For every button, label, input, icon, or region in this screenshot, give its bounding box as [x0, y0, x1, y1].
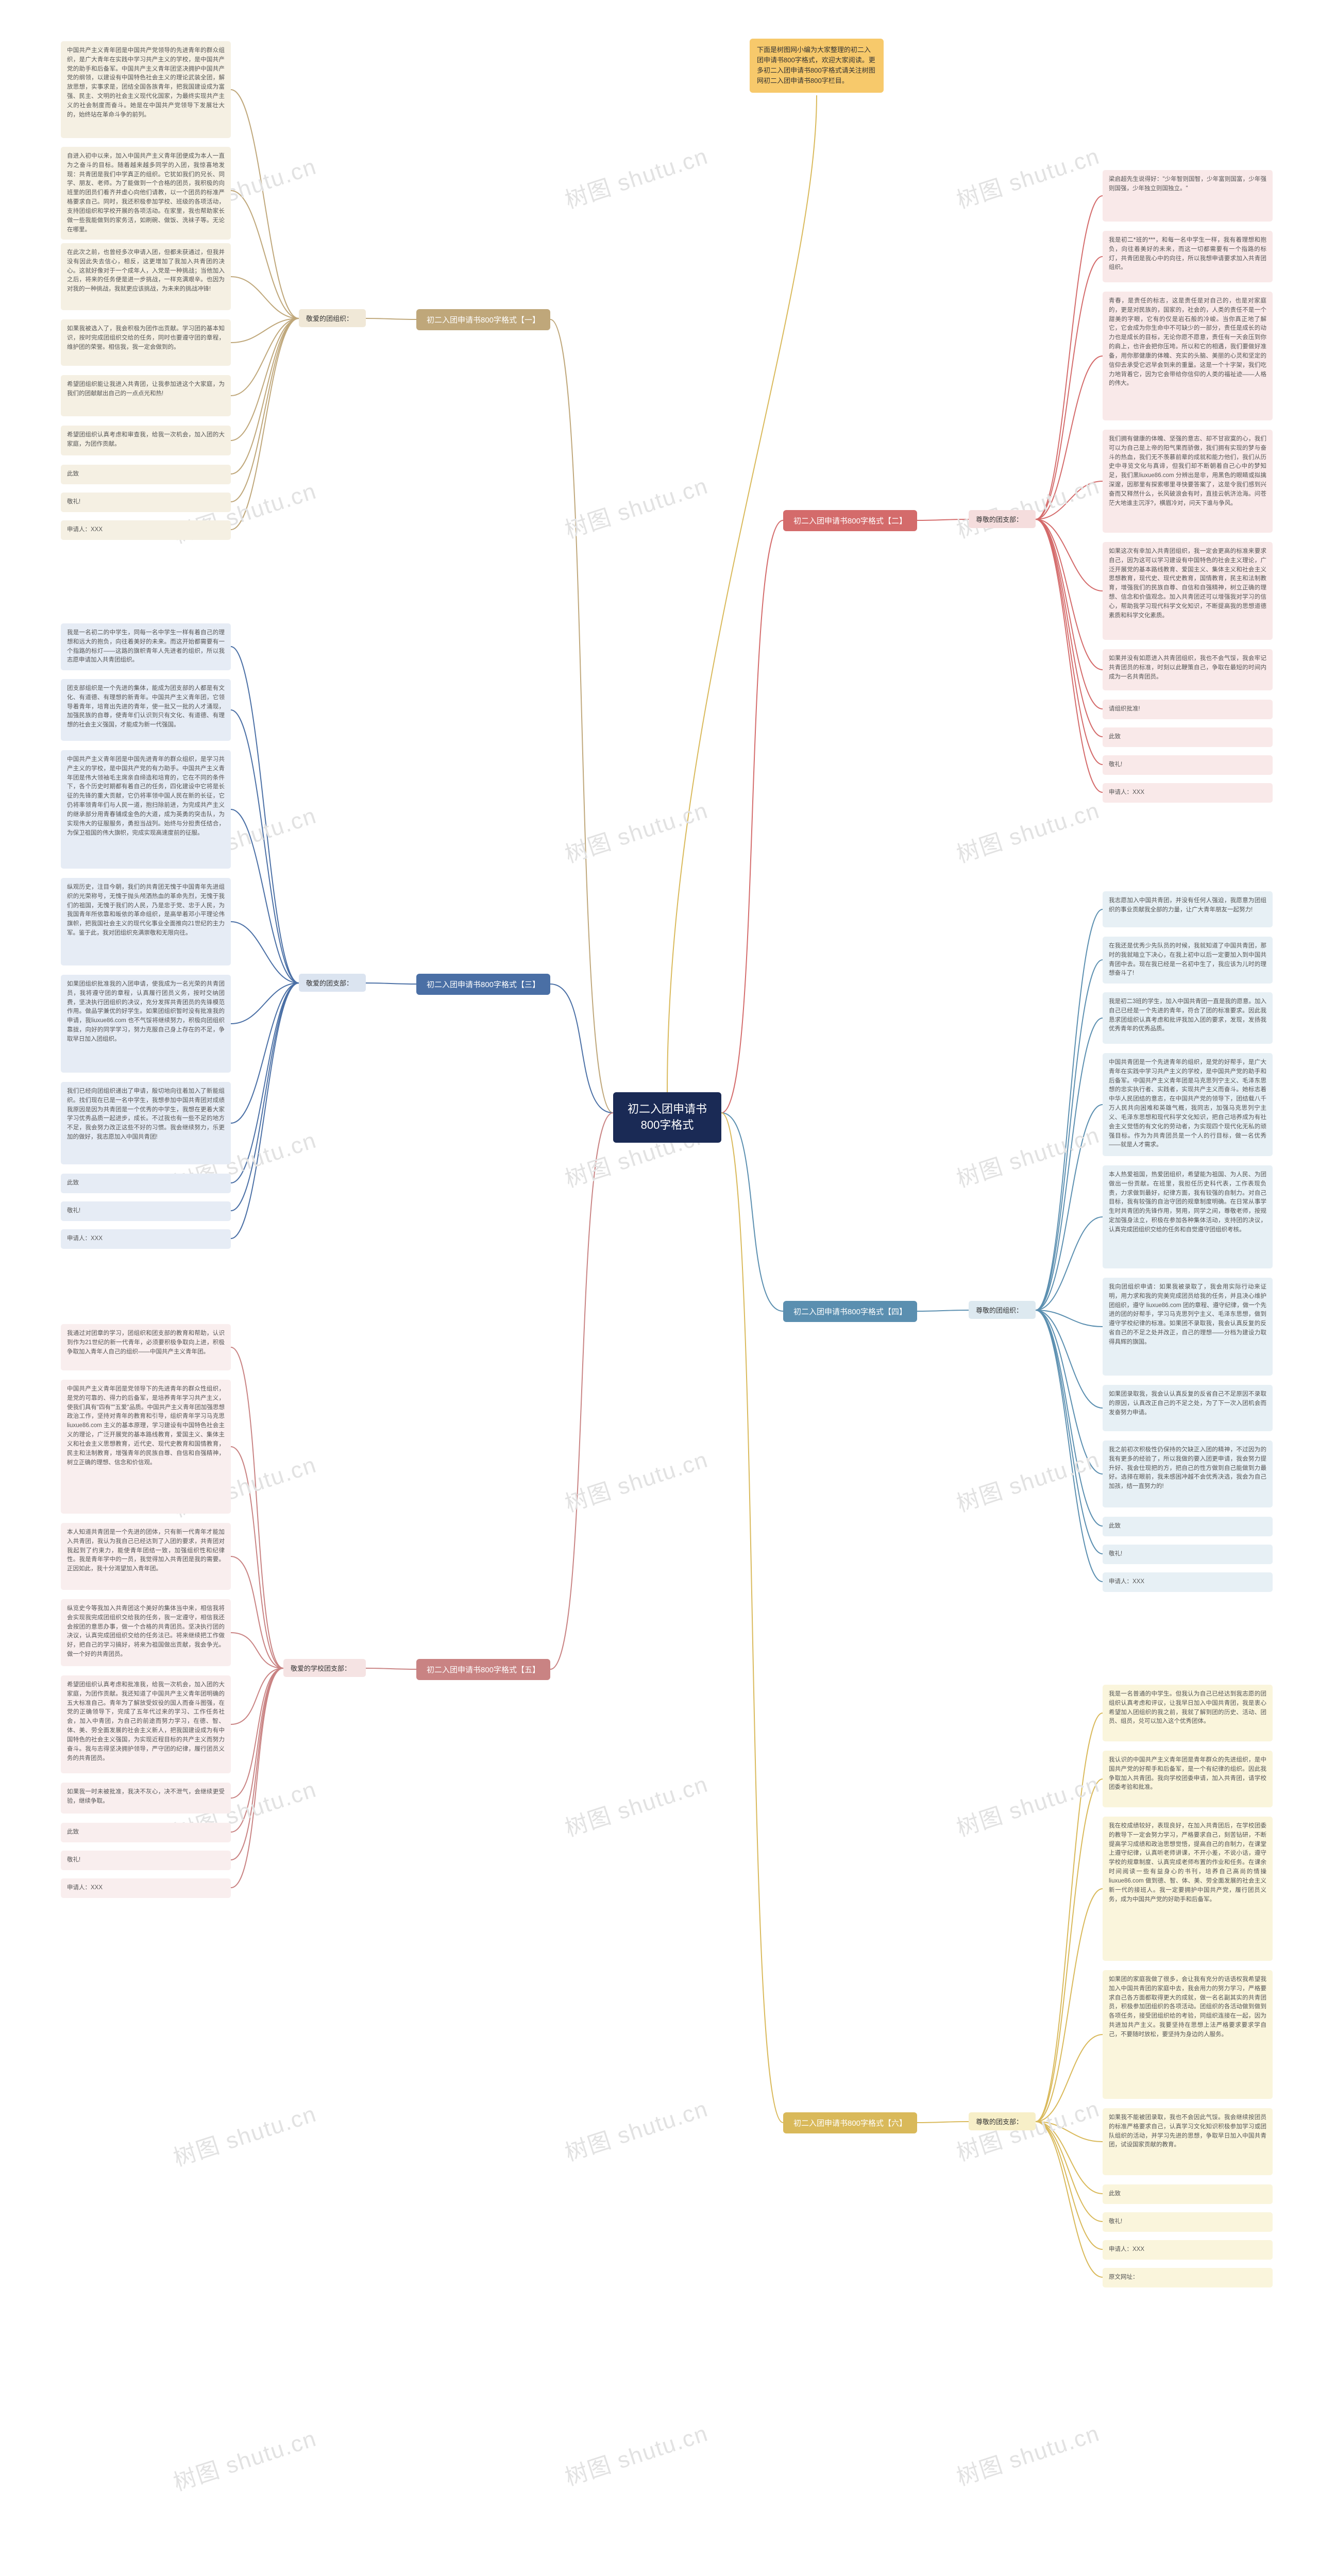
watermark: 树图 shutu.cn — [952, 1441, 1103, 1518]
address-node-2: 尊敬的团支部： — [969, 510, 1036, 528]
leaf-node-4-5: 我向团组织申请：如果我被录取了，我会用实际行动来证明，用力求和我的完美完成团员给… — [1103, 1278, 1273, 1376]
leaf-node-2-8: 敬礼! — [1103, 755, 1273, 775]
leaf-node-4-10: 申请人：XXX — [1103, 1572, 1273, 1592]
leaf-node-2-7: 此致 — [1103, 727, 1273, 747]
leaf-node-5-0: 我通过对团章的学习，团组织和团支部的教育和帮助，认识到作为21世纪的新一代青年，… — [61, 1324, 231, 1370]
branch-node-3[interactable]: 初二入团申请书800字格式【三】 — [416, 974, 550, 995]
watermark: 树图 shutu.cn — [560, 467, 712, 545]
address-node-6: 尊敬的团支部： — [969, 2112, 1036, 2130]
leaf-node-4-9: 敬礼! — [1103, 1545, 1273, 1564]
root-node[interactable]: 初二入团申请书800字格式 — [613, 1092, 721, 1143]
leaf-node-4-3: 中国共青团是一个先进青年的组织，是党的好帮手，是广大青年在实践中学习共产主义的学… — [1103, 1053, 1273, 1156]
leaf-node-1-4: 希望团组织能让我进入共青团，让我参加进这个大家庭，为我们的团献献出自己的一点点光… — [61, 375, 231, 416]
address-node-4: 尊敬的团组织： — [969, 1301, 1036, 1319]
leaf-node-2-3: 我们拥有健康的体魄、坚强的意志、却不甘寂寞的心，我们可以为自己是上帝的阳气果而骄… — [1103, 430, 1273, 533]
watermark: 树图 shutu.cn — [560, 138, 712, 215]
leaf-node-2-1: 我是初二*班的***，和每一名中学生一样，我有着理想和抱负，向往着美好的未来，而… — [1103, 231, 1273, 282]
leaf-node-3-3: 纵观历史，注目今朝，我们的共青团无愧于中国青年先进组织的光荣称号，无愧于抛头颅洒… — [61, 878, 231, 965]
watermark: 树图 shutu.cn — [560, 1441, 712, 1518]
leaf-node-4-0: 我志愿加入中国共青团，并没有任何人强迫，我愿意为团组织的事业贡献我全部的力量，让… — [1103, 891, 1273, 927]
leaf-node-5-3: 纵览史今等我加入共青团这个美好的集体当中来，相信我将会实现我完成团组织交给我的任… — [61, 1599, 231, 1666]
leaf-node-6-0: 我是一名普通的中学生。但我认为自己已经达到我志愿的团组织认真考虑和评议，让我早日… — [1103, 1685, 1273, 1741]
leaf-node-3-2: 中国共产主义青年团是中国先进青年的群众组织，是学习共产主义的学校，是中国共产党的… — [61, 750, 231, 869]
leaf-node-1-5: 希望团组织认真考虑和审查我，给我一次机会，加入团的大家庭，为团作贡献。 — [61, 426, 231, 455]
leaf-node-6-4: 如果我不能被团录取，我也不会因此气馁。我会继续按团员的标准严格要求自己，认真学习… — [1103, 2108, 1273, 2175]
address-node-3: 敬爱的团支部： — [299, 974, 366, 992]
leaf-node-5-1: 中国共产主义青年团是党领导下的先进青年的群众性组织，是党的可靠的、得力的后备军，… — [61, 1380, 231, 1514]
watermark: 树图 shutu.cn — [952, 467, 1103, 545]
leaf-node-6-6: 敬礼! — [1103, 2212, 1273, 2232]
leaf-node-4-4: 本人热爱祖国，热爱团组织，希望能为祖国、为人民、为团做出一份贡献。在班里，我担任… — [1103, 1165, 1273, 1268]
branch-node-6[interactable]: 初二入团申请书800字格式【六】 — [783, 2112, 917, 2133]
leaf-node-4-2: 我是初二3班的学生，加入中国共青团一直是我的愿意。加入自己已经是一个先进的青年，… — [1103, 992, 1273, 1044]
leaf-node-5-8: 申请人：XXX — [61, 1878, 231, 1898]
address-node-5: 敬爱的学校团支部： — [283, 1659, 366, 1677]
branch-node-4[interactable]: 初二入团申请书800字格式【四】 — [783, 1301, 917, 1322]
leaf-node-3-0: 我是一名初二的中学生，同每一名中学生一样有着自己的理想和远大的抱负，向往着美好的… — [61, 623, 231, 670]
leaf-node-1-2: 在此次之前，也曾经多次申请入团，但都未获通过，但我并没有因此失去信心，相反，这更… — [61, 243, 231, 310]
leaf-node-1-3: 如果我被选入了，我会积极为团作出贡献。学习团的基本知识，按时完成团组织交给的任务… — [61, 319, 231, 366]
watermark: 树图 shutu.cn — [952, 1766, 1103, 1843]
leaf-node-5-5: 如果我一时未被批准，我决不灰心，决不泄气，会继续更受验，继续争取。 — [61, 1783, 231, 1814]
leaf-node-2-5: 如果并没有如愿进入共青团组织，我也不会气馁，我会牢记共青团员的标准，时刻以此鞭策… — [1103, 649, 1273, 690]
leaf-node-3-6: 此致 — [61, 1174, 231, 1193]
leaf-node-1-1: 自进入初中以来，加入中国共产主义青年团便成为本人一直为之奋斗的目标。随着越来越多… — [61, 147, 231, 240]
leaf-node-1-0: 中国共产主义青年团是中国共产党领导的先进青年的群众组织，是广大青年在实践中学习共… — [61, 41, 231, 138]
watermark: 树图 shutu.cn — [952, 792, 1103, 869]
leaf-node-4-6: 如果团录取我，我会认认真反复的反省自己不足原因不录取的原因，认真改正自己的不足之… — [1103, 1385, 1273, 1431]
leaf-node-3-5: 我们已经向团组织递出了申请，殷切地向往着加入了新能组织。找们现在已是一名中学生，… — [61, 1082, 231, 1164]
leaf-node-2-0: 梁启超先生说得好："少年智则国智，少年富则国富，少年强则国强，少年独立则国独立。… — [1103, 170, 1273, 222]
leaf-node-1-6: 此致 — [61, 465, 231, 484]
leaf-node-6-5: 此致 — [1103, 2184, 1273, 2204]
intro-node: 下面是树图网小编为大家整理的初二入团申请书800字格式，欢迎大家阅读。更多初二入… — [750, 39, 884, 93]
leaf-node-3-4: 如果团组织批准我的入团申请，使我成为一名光荣的共青团员，我将遵守团的章程，认真履… — [61, 975, 231, 1073]
leaf-node-3-8: 申请人：XXX — [61, 1229, 231, 1249]
leaf-node-1-7: 敬礼! — [61, 493, 231, 512]
branch-node-2[interactable]: 初二入团申请书800字格式【二】 — [783, 510, 917, 531]
branch-node-5[interactable]: 初二入团申请书800字格式【五】 — [416, 1659, 550, 1680]
leaf-node-6-8: 原文网址： — [1103, 2268, 1273, 2287]
branch-node-1[interactable]: 初二入团申请书800字格式【一】 — [416, 309, 550, 330]
leaf-node-6-1: 我认识的中国共产主义青年团是青年群众的先进组织，是中国共产党的好帮手和后备军，是… — [1103, 1751, 1273, 1807]
leaf-node-5-7: 敬礼! — [61, 1851, 231, 1870]
leaf-node-2-2: 青春，是责任的标志，这是责任是对自己的，也是对家庭的，更是对民族的，国家的，社会… — [1103, 292, 1273, 420]
watermark: 树图 shutu.cn — [952, 2415, 1103, 2492]
watermark: 树图 shutu.cn — [952, 1116, 1103, 1194]
leaf-node-4-7: 我之前初次积极性仍保持的欠缺正入团的精神，不过因为的我有更多的经验了，所以我做的… — [1103, 1440, 1273, 1507]
watermark: 树图 shutu.cn — [560, 2415, 712, 2492]
watermark: 树图 shutu.cn — [560, 2090, 712, 2167]
watermark: 树图 shutu.cn — [168, 2095, 320, 2173]
watermark: 树图 shutu.cn — [168, 2420, 320, 2497]
leaf-node-6-7: 申请人：XXX — [1103, 2240, 1273, 2260]
leaf-node-6-2: 我在校成绩较好，表现良好，在加入共青团后，在学校团委的教导下一定会努力学习，严格… — [1103, 1817, 1273, 1961]
leaf-node-4-8: 此致 — [1103, 1517, 1273, 1536]
watermark: 树图 shutu.cn — [952, 138, 1103, 215]
leaf-node-2-9: 申请人：XXX — [1103, 783, 1273, 803]
leaf-node-5-2: 本人知道共青团是一个先进的团体，只有新一代青年才能加入共青团，我认为我自己已经达… — [61, 1523, 231, 1590]
leaf-node-3-1: 团支部组织是一个先进的集体，能成为团支部的人都是有文化、有道德、有理想的新青年。… — [61, 679, 231, 741]
leaf-node-5-6: 此致 — [61, 1823, 231, 1842]
leaf-node-3-7: 敬礼! — [61, 1201, 231, 1221]
leaf-node-4-1: 在我还是优秀少先队员的时候，我就知道了中国共青团，那时的我就暗立下决心，在我上初… — [1103, 937, 1273, 984]
address-node-1: 敬爱的团组织： — [299, 309, 366, 327]
leaf-node-2-4: 如果这次有幸加入共青团组织，我一定会更高的标准来要求自己，因为这可以学习建设有中… — [1103, 542, 1273, 640]
leaf-node-2-6: 请组织批准! — [1103, 700, 1273, 719]
watermark: 树图 shutu.cn — [560, 1766, 712, 1843]
leaf-node-1-8: 申请人：XXX — [61, 520, 231, 540]
leaf-node-6-3: 如果团的家庭我做了很多，会让我有充分的话语权我希望我加入中国共青团的家庭中去，我… — [1103, 1970, 1273, 2099]
leaf-node-5-4: 希望团组织认真考虑和批准我，给我一次机会，加入团的大家庭，为团作贡献。我还知道了… — [61, 1675, 231, 1773]
watermark: 树图 shutu.cn — [560, 792, 712, 869]
